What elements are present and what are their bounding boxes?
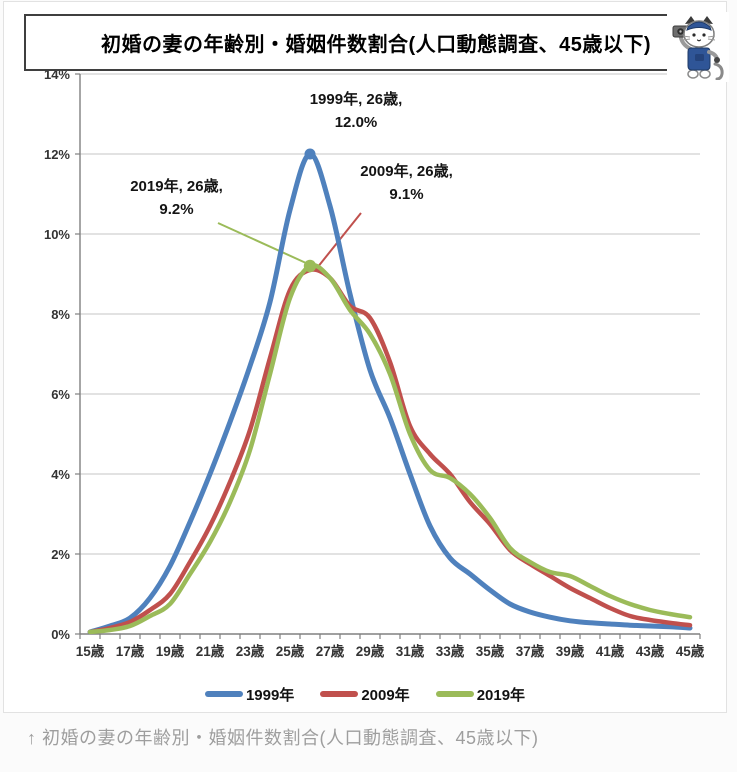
legend-item: 2019年: [435, 684, 526, 705]
annotation-2019-line2: 9.2%: [159, 201, 194, 218]
x-axis-label: 27歳: [316, 643, 345, 659]
y-axis-label: 2%: [51, 547, 70, 562]
chart-plot: 0%2%4%6%8%10%12%14%15歳 17歳 19歳 21歳 23歳 25歳 27歳…: [44, 67, 705, 659]
legend-label: 1999年: [245, 686, 295, 704]
legend-label: 2019年: [476, 686, 526, 704]
legend-item: 2009年: [320, 684, 410, 705]
x-axis-label: 17歳: [116, 643, 145, 659]
series-line-2019年: [87, 263, 693, 635]
x-axis-label: 21歳: [196, 643, 225, 659]
legend-line-swatch-icon: [204, 691, 243, 697]
y-axis-label: 0%: [51, 627, 70, 642]
legend-label: 2009年: [361, 686, 410, 704]
annotation-1999-peak: 1999年, 26歳, 12.0%: [266, 88, 446, 134]
y-axis-label: 10%: [44, 227, 70, 242]
x-axis-label: 31歳: [396, 643, 425, 659]
chart-panel: 初婚の妻の年齢別・婚姻件数割合(人口動態調査、45歳以下): [3, 1, 729, 713]
x-axis-label: 45歳: [676, 643, 705, 659]
page-caption: ↑ 初婚の妻の年齢別・婚姻件数割合(人口動態調査、45歳以下): [27, 728, 539, 748]
x-axis-label: 35歳: [476, 643, 505, 659]
legend-line-swatch-icon: [435, 691, 474, 697]
annotation-1999-line1: 1999年, 26歳,: [309, 91, 403, 108]
mascot-cat-drawing: [672, 16, 724, 80]
chart-title: 初婚の妻の年齢別・婚姻件数割合(人口動態調査、45歳以下): [100, 34, 652, 56]
annotation-1999-line2: 12.0%: [334, 114, 378, 131]
x-axis-label: 19歳: [156, 643, 185, 659]
x-axis-label: 41歳: [596, 643, 625, 659]
peak-marker-2019年: [303, 259, 317, 273]
annotation-2009-line1: 2009年, 26歳,: [360, 163, 453, 180]
x-axis-label: 25歳: [276, 643, 305, 659]
y-axis-label: 12%: [44, 147, 70, 162]
annotation-2019-peak: 2019年, 26歳, 9.2%: [89, 175, 264, 221]
annotation-2009-peak: 2009年, 26歳, 9.1%: [319, 160, 494, 206]
y-axis-label: 4%: [51, 467, 70, 482]
x-axis-label: 37歳: [516, 643, 545, 659]
x-axis-label: 39歳: [556, 643, 585, 659]
series-line-2009年: [87, 267, 693, 635]
leader-line-2019: [217, 222, 307, 264]
y-axis-label: 8%: [51, 307, 70, 322]
annotation-2019-line1: 2019年, 26歳,: [130, 178, 223, 195]
x-axis-label: 33歳: [436, 643, 465, 659]
legend-line-swatch-icon: [320, 691, 359, 697]
peak-marker-1999年: [304, 148, 316, 160]
series-line-1999年: [87, 151, 693, 635]
annotation-2009-line2: 9.1%: [389, 186, 424, 203]
legend-item: 1999年: [204, 684, 295, 705]
x-axis-label: 29歳: [356, 643, 385, 659]
x-axis-label: 15歳: [76, 643, 105, 659]
cat-reporter-mascot-icon: [667, 12, 729, 82]
x-axis-label: 43歳: [636, 643, 665, 659]
y-axis-label: 6%: [51, 387, 70, 402]
x-axis-label: 23歳: [236, 643, 265, 659]
chart-title-box: 初婚の妻の年齢別・婚姻件数割合(人口動態調査、45歳以下): [24, 14, 728, 71]
chart-legend: 1999年 2009年 2019年: [4, 682, 726, 706]
